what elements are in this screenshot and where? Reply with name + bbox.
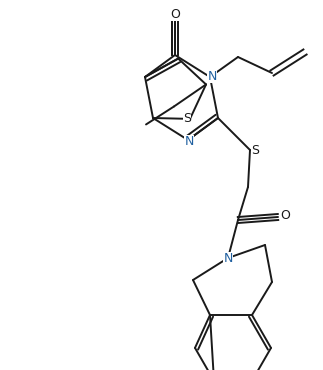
Text: N: N: [184, 135, 194, 148]
Text: O: O: [170, 7, 180, 20]
Text: S: S: [251, 144, 259, 157]
Text: O: O: [280, 209, 290, 222]
Text: S: S: [183, 112, 191, 125]
Text: N: N: [207, 70, 217, 83]
Text: N: N: [223, 252, 233, 265]
